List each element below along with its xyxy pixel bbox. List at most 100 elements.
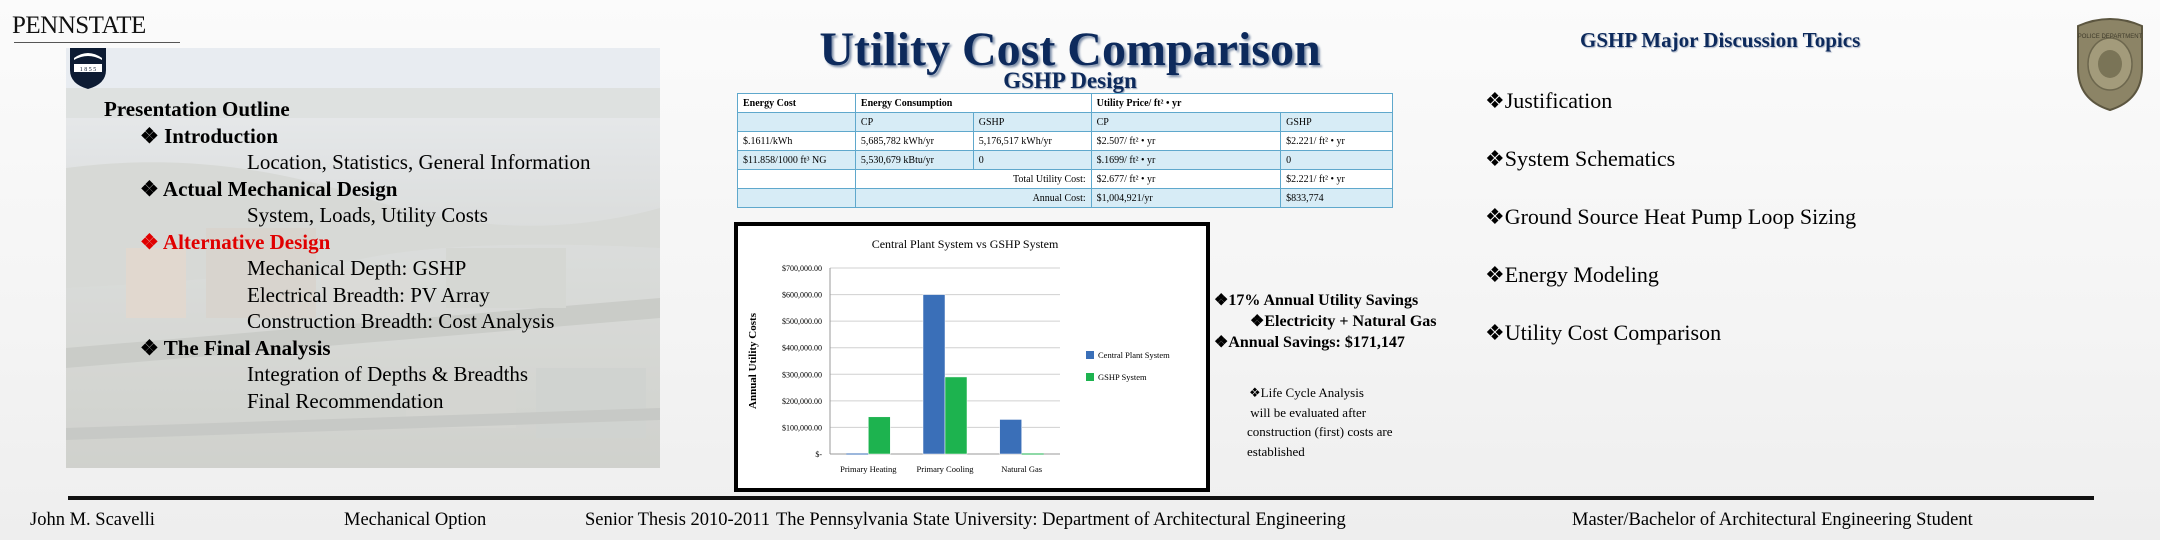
svg-text:POLICE DEPARTMENT: POLICE DEPARTMENT	[2078, 34, 2143, 40]
table-cell: $.1699/ ft² • yr	[1090, 150, 1282, 170]
aerial-photo-illustration	[66, 48, 660, 440]
topic-item[interactable]: ❖System Schematics	[1485, 146, 1676, 171]
footer-university: The Pennsylvania State University: Depar…	[776, 510, 1346, 530]
table-cell: $2.221/ ft² • yr	[1280, 169, 1393, 189]
table-cell	[737, 169, 856, 189]
outline-item-current[interactable]: ❖ Alternative Design	[140, 229, 331, 254]
table-cell: $833,774	[1280, 188, 1393, 208]
outline-subitem: System, Loads, Utility Costs	[247, 203, 488, 227]
outline-heading: Presentation Outline	[104, 97, 290, 121]
topic-item[interactable]: ❖Energy Modeling	[1485, 262, 1659, 287]
table-cell: $2.677/ ft² • yr	[1090, 169, 1282, 189]
police-badge-icon: POLICE DEPARTMENT	[2077, 18, 2143, 112]
table-cell: GSHP	[1280, 112, 1393, 132]
outline-item[interactable]: ❖ The Final Analysis	[140, 335, 331, 360]
y-tick-label: $700,000.00	[782, 264, 822, 273]
table-cell: CP	[1090, 112, 1282, 132]
y-tick-label: $300,000.00	[782, 370, 822, 379]
svg-text:1 8 5 5: 1 8 5 5	[80, 67, 97, 73]
table-cell: 5,530,679 kBtu/yr	[854, 150, 974, 170]
footer-option: Mechanical Option	[344, 510, 487, 530]
table-header-cell: Utility Price/ ft² • yr	[1090, 93, 1394, 113]
table-cell	[737, 188, 856, 208]
table-cell: $.1611/kWh	[737, 131, 856, 151]
y-axis-label: Annual Utility Costs	[747, 312, 759, 409]
table-cell: $2.221/ ft² • yr	[1280, 131, 1393, 151]
outline-subitem: Location, Statistics, General Informatio…	[247, 150, 591, 174]
outline-subitem: Integration of Depths & Breadths	[247, 362, 529, 386]
topic-item[interactable]: ❖Ground Source Heat Pump Loop Sizing	[1485, 204, 1857, 229]
table-header-cell: Energy Consumption	[854, 93, 1092, 113]
chart-title: Central Plant System vs GSHP System	[872, 237, 1059, 251]
logo-divider	[14, 42, 180, 43]
topic-item[interactable]: ❖Justification	[1485, 88, 1613, 113]
table-cell: CP	[854, 112, 974, 132]
table-cell: 5,685,782 kWh/yr	[854, 131, 974, 151]
outline-subitem: Final Recommendation	[247, 388, 444, 413]
outline-item[interactable]: ❖ Introduction	[140, 123, 279, 148]
table-cell: 0	[972, 150, 1092, 170]
table-total-row: Total Utility Cost: $2.677/ ft² • yr $2.…	[737, 169, 1393, 189]
legend-label: GSHP System	[1098, 372, 1147, 382]
page-title: Utility Cost Comparison	[819, 23, 1321, 76]
outline-item[interactable]: ❖ Actual Mechanical Design	[140, 176, 398, 201]
savings-line: ❖Annual Savings: $171,147	[1214, 334, 1405, 351]
chart-bar	[944, 376, 968, 455]
lca-line: will be evaluated after	[1247, 404, 1367, 420]
outline-subitem: Electrical Breadth: PV Array	[247, 282, 490, 307]
table-row: $.1611/kWh 5,685,782 kWh/yr 5,176,517 kW…	[737, 131, 1393, 151]
aerial-photo	[66, 48, 660, 468]
savings-notes: ❖17% Annual Utility Savings ❖Electricity…	[1214, 290, 1437, 353]
y-tick-label: $200,000.00	[782, 397, 822, 406]
footer-degree: Master/Bachelor of Architectural Enginee…	[1572, 510, 1973, 530]
outline-subitem: Mechanical Depth: GSHP	[247, 256, 467, 280]
table-cell-label: Total Utility Cost:	[854, 169, 1092, 189]
footer-author: John M. Scavelli	[30, 510, 155, 530]
table-cell-label: Annual Cost:	[854, 188, 1092, 208]
pennstate-shield-icon: 1 8 5 5	[70, 48, 106, 89]
chart-bar	[922, 294, 946, 455]
legend-swatch	[1086, 373, 1094, 381]
life-cycle-note: ❖Life Cycle Analysis will be evaluated a…	[1247, 383, 1392, 461]
legend-label: Central Plant System	[1098, 350, 1170, 360]
cost-bar-chart: Central Plant System vs GSHP System $- $10…	[747, 237, 1170, 474]
utility-cost-table: Energy Cost Energy Consumption Utility P…	[737, 93, 1394, 208]
x-tick-label: Primary Heating	[840, 464, 897, 474]
table-cell	[737, 112, 856, 132]
presentation-outline: Presentation Outline ❖ Introduction Loca…	[104, 96, 591, 414]
table-cell: $11.858/1000 ft³ NG	[737, 150, 856, 170]
y-tick-label: $100,000.00	[782, 423, 822, 432]
table-subheader-row: CP GSHP CP GSHP	[737, 112, 1393, 132]
topics-list: ❖Justification ❖System Schematics ❖Groun…	[1485, 72, 1856, 362]
lca-line: ❖Life Cycle Analysis	[1249, 385, 1364, 400]
chart-bar	[999, 419, 1022, 455]
table-annual-row: Annual Cost: $1,004,921/yr $833,774	[737, 188, 1393, 208]
table-header-row: Energy Cost Energy Consumption Utility P…	[737, 93, 1394, 113]
topic-item-current[interactable]: ❖Utility Cost Comparison	[1485, 320, 1722, 345]
page-subtitle: GSHP Design	[1003, 68, 1137, 93]
y-tick-label: $500,000.00	[782, 317, 822, 326]
chart-bar	[868, 416, 891, 455]
savings-line: ❖Electricity + Natural Gas	[1250, 313, 1437, 330]
table-row: $11.858/1000 ft³ NG 5,530,679 kBtu/yr 0 …	[737, 150, 1393, 170]
pennstate-logo-text: PENNSTATE	[12, 12, 146, 39]
footer-divider	[68, 496, 2094, 500]
x-tick-label: Natural Gas	[1001, 464, 1042, 474]
table-cell: 0	[1280, 150, 1393, 170]
lca-line: established	[1247, 443, 1305, 459]
x-tick-label: Primary Cooling	[917, 464, 975, 474]
table-header-cell: Energy Cost	[737, 93, 856, 113]
table-cell: 5,176,517 kWh/yr	[972, 131, 1092, 151]
y-tick-label: $400,000.00	[782, 344, 822, 353]
y-tick-label: $-	[815, 450, 822, 459]
footer-thesis: Senior Thesis 2010-2011	[585, 510, 770, 530]
topics-title: GSHP Major Discussion Topics	[1580, 28, 1861, 52]
legend-swatch	[1086, 351, 1094, 359]
table-cell: $2.507/ ft² • yr	[1090, 131, 1282, 151]
y-tick-label: $600,000.00	[782, 291, 822, 300]
savings-line: ❖17% Annual Utility Savings	[1214, 292, 1419, 309]
outline-subitem: Construction Breadth: Cost Analysis	[247, 309, 555, 333]
table-cell: GSHP	[972, 112, 1092, 132]
lca-line: construction (first) costs are	[1247, 424, 1393, 439]
cost-chart-frame: Central Plant System vs GSHP System $- $10…	[734, 222, 1210, 492]
